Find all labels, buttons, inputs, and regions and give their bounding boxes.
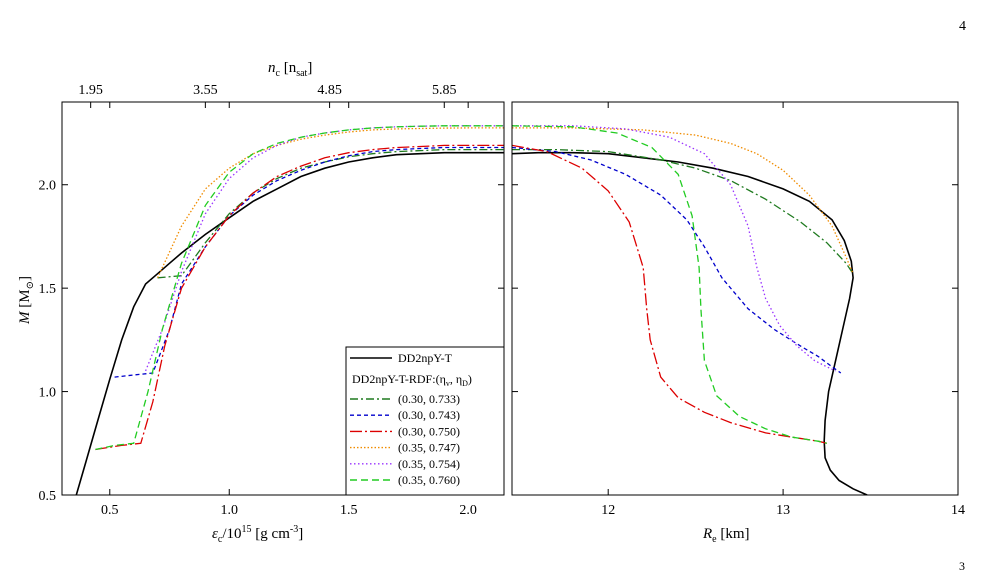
top-x-tick-label: 1.95: [78, 83, 103, 98]
left-x-tick-label: 0.5: [101, 503, 119, 518]
legend: DD2npY-T DD2npY-T-RDF:(ηv, ηD) (0.30, 0.…: [345, 346, 505, 496]
legend-header: DD2npY-T-RDF:(ηv, ηD): [352, 372, 472, 388]
legend-rows: (0.30, 0.733) (0.30, 0.743) (0.30, 0.750) (…: [350, 392, 460, 487]
top-axis-label-close: ]: [307, 60, 312, 76]
right-series-group: [512, 125, 868, 495]
left-x-label-sub: c: [218, 534, 223, 545]
legend-label-0-30-0-733: (0.30, 0.733): [398, 392, 460, 406]
left-x-label-unit-exp: -3: [290, 524, 298, 535]
top-axis-label-unit: [n: [280, 60, 297, 76]
y-tick-label: 0.5: [39, 489, 57, 504]
right-axis-ticks: 12 13 14: [512, 102, 965, 518]
right-x-tick-label: 13: [776, 503, 790, 518]
left-x-label-exp: 15: [242, 524, 252, 535]
top-x-tick-label: 4.85: [317, 83, 342, 98]
right-series-0-30-0-743: [512, 146, 842, 374]
left-series-0-30-0-743: [114, 146, 504, 378]
left-series-0-35-0-754: [144, 125, 504, 372]
legend-label-0-35-0-754: (0.35, 0.754): [398, 457, 460, 471]
legend-label-0-30-0-750: (0.30, 0.750): [398, 424, 460, 438]
left-series-0-35-0-747: [157, 127, 504, 279]
left-chart-panel: 0.5 1.0 1.5 2.0 0.5 1.0 1.5 2.0 1.95 3.55 4.85 5.85…: [17, 60, 505, 545]
left-plot-frame: [61, 101, 505, 496]
legend-header-sub1: v: [446, 379, 450, 388]
top-x-tick-label: 5.85: [432, 83, 457, 98]
right-series-0-35-0-754: [512, 125, 836, 372]
left-series-group: [75, 125, 504, 495]
left-x-tick-label: 1.0: [220, 503, 238, 518]
right-series-0-35-0-760: [512, 125, 827, 444]
right-series-dd2npy-t: [512, 151, 868, 495]
left-x-label-main: ε: [212, 526, 218, 542]
left-x-label-rest: /10: [222, 526, 241, 542]
page-number: 4: [959, 19, 966, 34]
left-series-0-35-0-760: [95, 125, 504, 451]
right-x-label-rest: [km]: [717, 526, 750, 542]
y-tick-label: 1.5: [39, 282, 57, 297]
top-axis-label: nc [nsat]: [268, 60, 312, 79]
legend-label-0-30-0-743: (0.30, 0.743): [398, 408, 460, 422]
right-series-0-35-0-747: [512, 127, 854, 274]
legend-header-sub2: D: [462, 379, 468, 388]
left-series-0-30-0-750: [95, 144, 504, 451]
y-tick-label: 1.0: [39, 386, 57, 401]
y-label-main: M: [17, 310, 33, 325]
left-x-tick-label: 2.0: [459, 503, 477, 518]
right-series-0-30-0-750: [512, 144, 827, 444]
top-axis-label-unit-sub: sat: [296, 68, 307, 79]
legend-header-mid: , η: [450, 372, 462, 386]
legend-box: [345, 346, 505, 496]
right-x-label-sub: e: [712, 534, 717, 545]
y-label-unit: [M: [17, 289, 33, 311]
y-label-unit-sub: ⊙: [25, 281, 36, 289]
top-axis-label-sub: c: [276, 68, 281, 79]
y-axis-label: M [M⊙]: [17, 276, 36, 325]
left-series-0-30-0-733: [157, 148, 504, 279]
legend-label-0-35-0-747: (0.35, 0.747): [398, 441, 460, 455]
legend-header-main: DD2npY-T-RDF:(η: [352, 372, 446, 386]
right-chart-panel: 12 13 14 Re [km]: [511, 101, 965, 545]
right-plot-frame: [511, 101, 959, 496]
legend-header-close: ): [468, 372, 472, 386]
right-x-tick-label: 12: [601, 503, 615, 518]
right-x-axis-label: Re [km]: [702, 526, 750, 545]
left-x-axis-label: εc/1015 [g cm-3]: [212, 524, 303, 545]
legend-label-dd2npy-t: DD2npY-T: [398, 351, 453, 365]
right-series-0-30-0-733: [512, 148, 854, 275]
left-x-label-unit: [g cm: [252, 526, 291, 542]
right-x-tick-label: 14: [951, 503, 965, 518]
left-series-dd2npy-t: [75, 151, 504, 495]
y-label-close: ]: [17, 276, 33, 281]
left-x-tick-label: 1.5: [340, 503, 358, 518]
right-x-label-main: R: [702, 526, 712, 542]
top-x-tick-label: 3.55: [193, 83, 218, 98]
y-tick-label: 2.0: [39, 179, 57, 194]
legend-label-0-35-0-760: (0.35, 0.760): [398, 473, 460, 487]
corner-mark: 3: [959, 559, 965, 573]
left-x-label-close: ]: [298, 526, 303, 542]
top-axis-label-main: n: [268, 60, 276, 76]
